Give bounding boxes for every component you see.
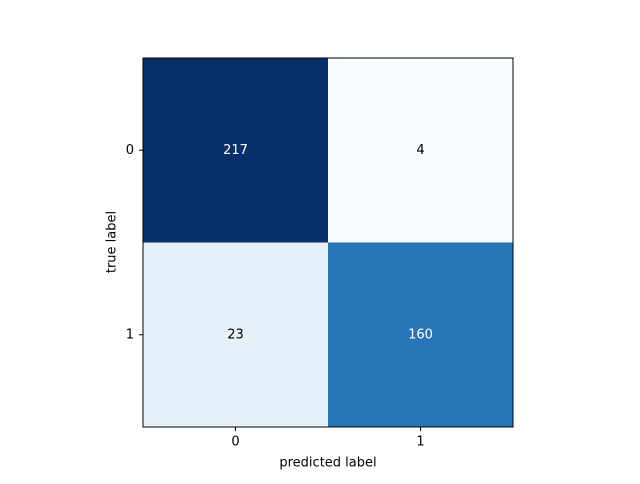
y-tick-label: 1 xyxy=(126,327,134,342)
y-tick-label: 0 xyxy=(126,143,134,158)
plot-frame xyxy=(142,57,514,428)
x-tick-label: 1 xyxy=(416,435,424,450)
cell-label: 23 xyxy=(227,327,244,342)
cell xyxy=(328,242,513,427)
x-tick-label: 0 xyxy=(231,435,239,450)
cell xyxy=(143,242,328,427)
cell-label: 160 xyxy=(408,327,433,342)
y-axis-label: true label xyxy=(105,211,120,273)
cell xyxy=(143,58,328,243)
cell xyxy=(328,58,513,243)
cell-label: 4 xyxy=(416,143,424,158)
x-axis-label: predicted label xyxy=(279,456,376,471)
cell-label: 217 xyxy=(223,143,248,158)
